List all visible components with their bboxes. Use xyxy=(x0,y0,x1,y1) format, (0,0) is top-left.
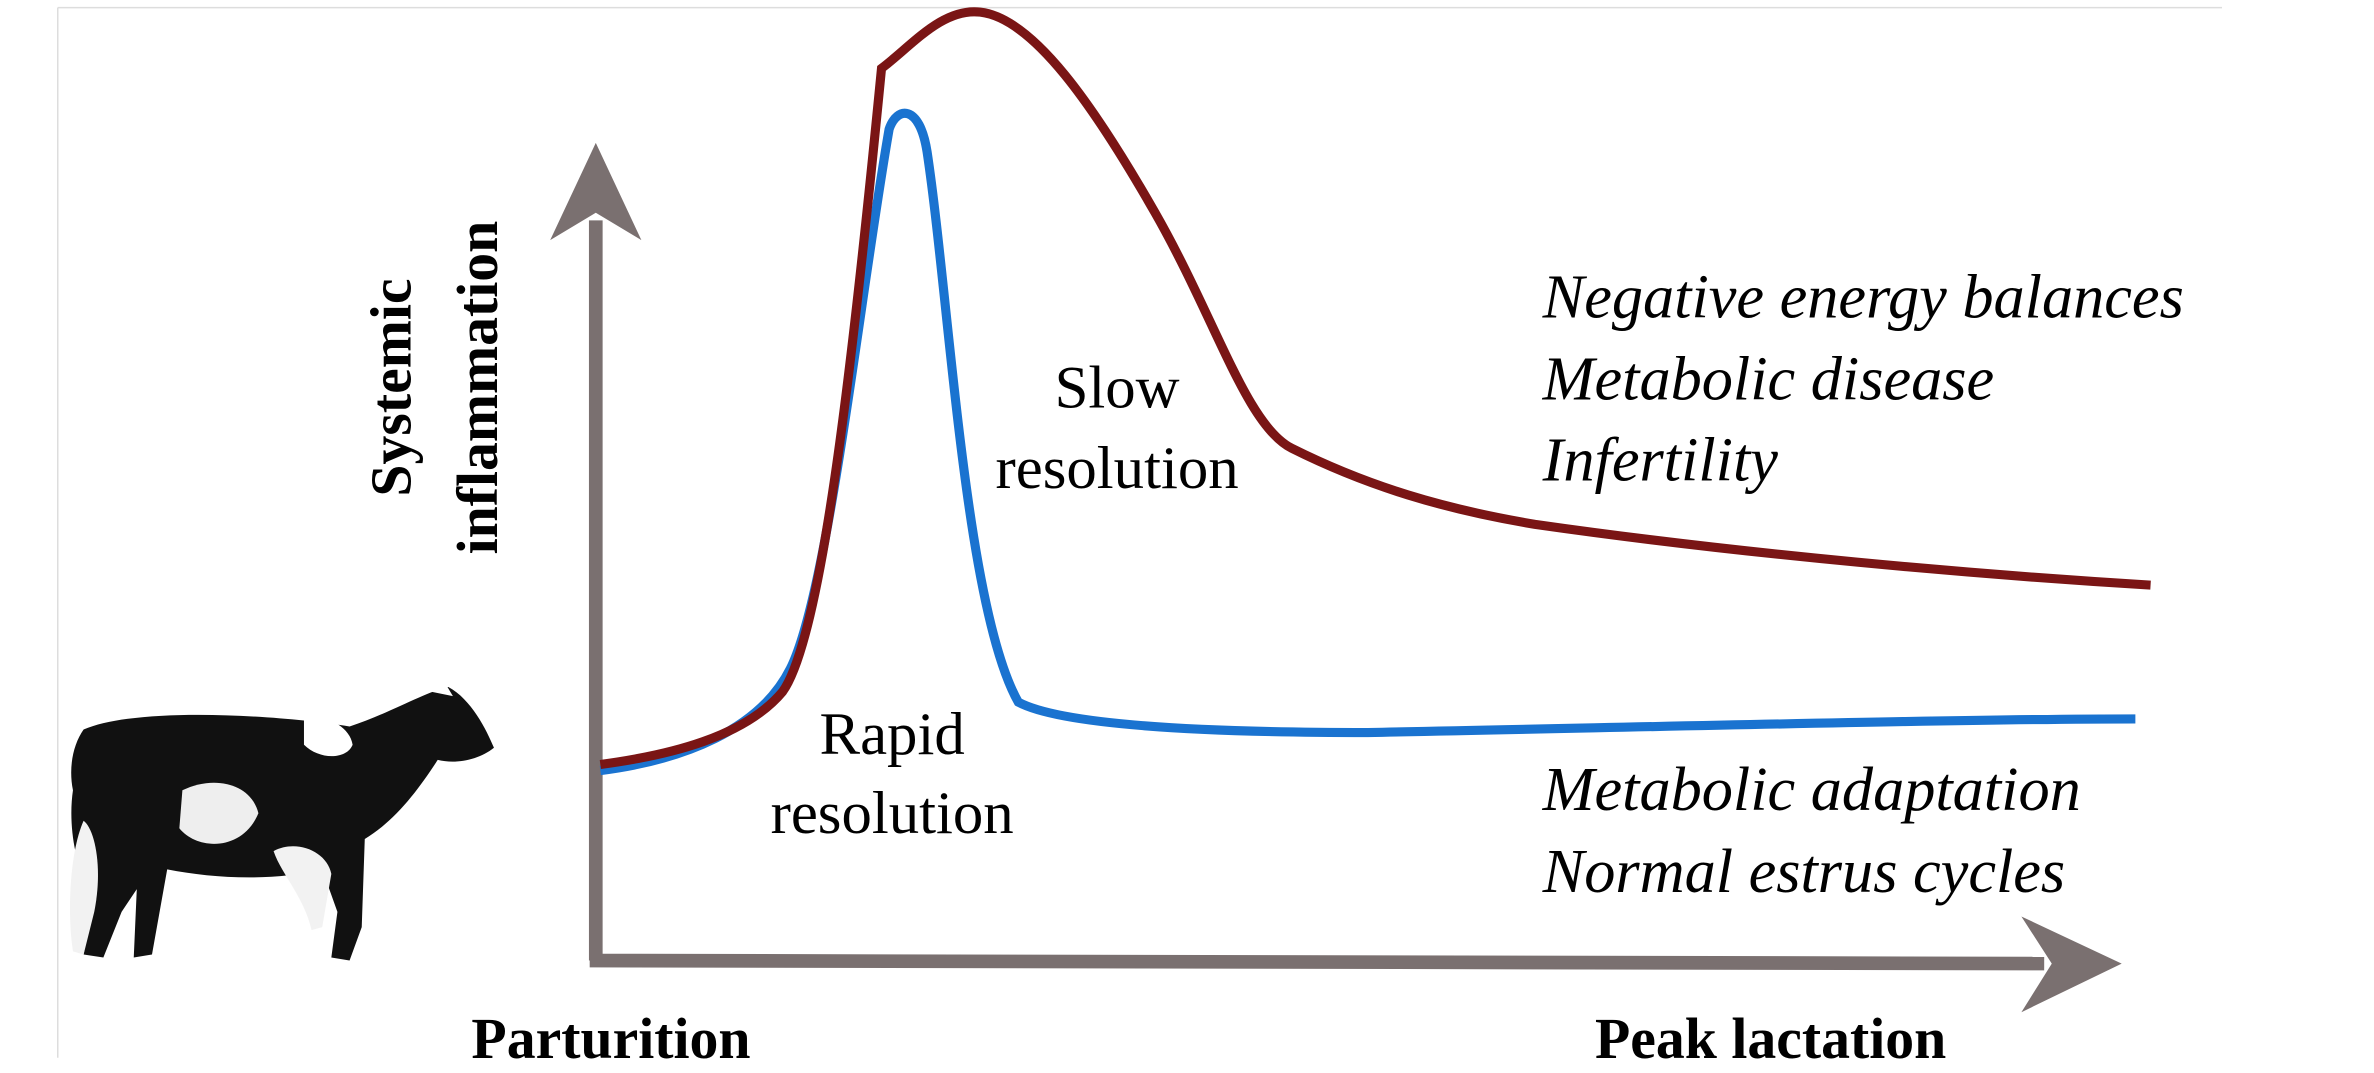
x-axis xyxy=(590,961,2044,964)
curve-label: resolution xyxy=(996,435,1239,502)
cow-icon xyxy=(70,681,494,961)
x-axis-start-label: Parturition xyxy=(471,1008,750,1071)
x-axis-end-label: Peak lactation xyxy=(1595,1008,1946,1071)
diagram: Systemic inflammation Parturition Peak l… xyxy=(0,0,2374,1073)
outcome-text: Infertility xyxy=(1542,425,1779,494)
curve-label: Rapid xyxy=(820,701,965,768)
y-axis-label: inflammation xyxy=(447,221,510,555)
outcome-text: Negative energy balances xyxy=(1542,263,2184,332)
page: {"axes": {"y_label": ["Systemic", "infla… xyxy=(0,0,2374,1073)
rapid-resolution-curve xyxy=(600,113,2135,770)
curve-label: Slow xyxy=(1055,354,1180,421)
outcome-text: Metabolic adaptation xyxy=(1542,755,2081,824)
outcome-text: Metabolic disease xyxy=(1542,345,1995,414)
outcome-text: Normal estrus cycles xyxy=(1542,837,2066,906)
curve-label: resolution xyxy=(771,780,1014,847)
y-axis-label: Systemic xyxy=(360,278,423,496)
